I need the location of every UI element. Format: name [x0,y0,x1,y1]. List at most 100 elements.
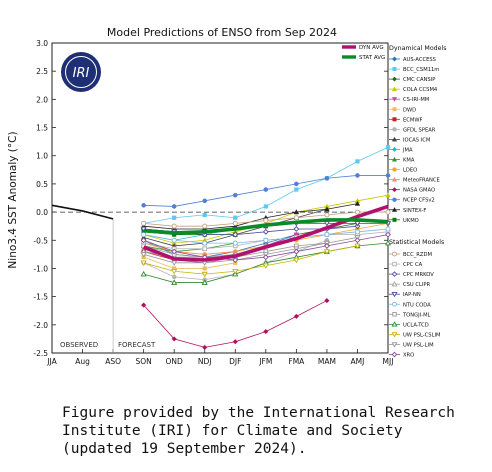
data-point-cpc-ca [202,246,208,252]
legend-header-statistical-models: Statistical Models [389,239,444,246]
data-point-uw-psl-cslim [293,257,300,264]
data-point-bcc-rzdm [263,218,269,224]
legend-header-dynamical-models: Dynamical Models [389,45,447,52]
forecast-label: FORECAST [118,341,156,349]
data-point-xro [385,231,391,238]
data-point-sintex-f [293,209,300,215]
logo-ring-icon [65,56,97,88]
legend-marker-nasa-gmao [391,187,398,193]
data-point-ntu-coda [263,237,269,243]
legend-marker-bcc-rzdm [392,251,397,257]
iri-logo: IRI [61,52,101,92]
series-line-stat-avg [143,218,389,235]
data-point-uw-psl-cslim [354,243,361,250]
data-point-xro [232,257,239,263]
x-tick-label: Aug [75,357,90,366]
legend-label-gfdl-spear: GFDL SPEAR [403,127,436,133]
data-point-ncep-cfsv2 [355,173,360,178]
legend-label-iocas-icm: IOCAS ICM [403,137,430,143]
data-point-cpc-mrkov [232,231,239,238]
x-tick-label: ASO [105,357,121,366]
data-point-ucla-tcd [201,279,208,285]
legend-marker-sintex-f [391,207,398,212]
logo-circle-icon [61,52,101,92]
data-point-cs-iri-mm [293,232,300,238]
legend-label-bcc-rzdm: BCC_RZDM [403,252,432,258]
data-point-sintex-f [354,200,361,206]
data-point-ntu-coda [232,240,238,246]
x-tick-label: MJJ [383,357,394,366]
data-point-uw-psl-lim [171,260,178,267]
data-point-bcc-csm11m [385,145,391,150]
legend-marker-kma [391,156,398,162]
legend-label-uw-psl-lim: UW PSL-LIM [403,342,434,348]
series-bcc-rzdm [141,209,391,229]
data-point-nasa-gmao [171,336,177,342]
plot-frame [51,42,389,354]
data-point-ntu-coda [171,237,177,243]
data-point-uw-psl-lim [140,252,147,258]
data-point-cola-ccsm4 [385,192,391,198]
y-tick-label: -0.5 [33,236,48,245]
legend-label-sintex-f: SINTEX-F [403,208,426,214]
data-point-uw-psl-cslim [232,268,239,275]
data-point-uw-psl-cslim [201,271,208,278]
series-uw-psl-cslim [140,243,361,278]
legend-marker-tongji-ml [392,312,397,317]
legend-label-ecmwf: ECMWF [403,117,423,123]
legend-label-nasa-gmao: NASA GMAO [403,188,435,194]
legend-label-ldeo: LDEO [403,168,417,174]
legend-label-aus-access: AUS-ACCESS [403,57,436,63]
x-tick-label: NDJ [198,357,212,366]
legend-label-meteofrance: MeteoFRANCE [403,178,440,184]
data-point-nasa-gmao [232,339,238,345]
legend-marker-meteofrance [391,176,398,182]
data-point-ncep-cfsv2 [141,203,146,208]
observed-line [51,204,114,220]
series-xro [140,231,391,263]
figure-caption: Figure provided by the International Res… [62,405,455,457]
legend-marker-ldeo [392,167,397,172]
x-tick-label: JFM [258,357,272,366]
data-point-ucla-tcd [384,239,392,246]
legend-label-xro: XRO [403,353,414,359]
data-point-ncep-cfsv2 [385,173,391,178]
legend-label-cmc-cansip: CMC CANSIP [403,77,435,83]
data-point-bcc-csm11m [202,212,207,217]
legend-label-uw-psl-cslim: UW PSL-CSLIM [403,332,440,338]
data-point-xro [140,237,147,244]
y-tick-label: 2.0 [36,95,48,104]
data-point-bcc-csm11m [294,187,299,192]
enso-chart: Model Predictions of ENSO from Sep 2024 … [7,26,447,366]
y-tick-label: -2.5 [33,349,48,358]
data-point-uw-psl-cslim [140,260,147,267]
data-point-xro [354,237,361,244]
legend-label-dyn-avg: DYN AVG [359,45,384,51]
legend-marker-ecmwf [392,117,397,122]
legend-label-stat-avg: STAT AVG [359,55,385,61]
data-point-bcc-rzdm [324,212,330,218]
data-point-ncep-cfsv2 [263,187,269,192]
legend-marker-jma [391,146,398,153]
legend-marker-iap-nn [391,291,398,298]
x-tick-label: FMA [288,357,305,366]
x-tick-label: DJF [229,357,241,366]
legend-label-ucla-tcd: UCLA-TCD [403,322,429,328]
y-tick-label: -1.0 [33,264,48,273]
legend-marker-xro [391,351,398,358]
x-tick-label: AMJ [351,357,365,366]
legend-marker-ncep-cfsv2 [392,197,397,202]
data-point-ntu-coda [141,232,147,238]
data-point-bcc-rzdm [141,220,147,226]
data-point-gfdl-spear [171,274,177,280]
legend-label-iap-nn: IAP-NN [403,292,421,298]
data-point-ncep-cfsv2 [294,181,299,187]
data-point-nasa-gmao [140,302,147,308]
x-tick-label: JJA [46,357,57,366]
legend: DYN AVG STAT AVG Dynamical Models AUS-ACCES… [342,45,447,359]
y-tick-label: 0.5 [36,180,48,189]
data-point-xro [262,254,269,261]
data-point-nasa-gmao [324,297,330,304]
legend-label-csu-clipr: CSU CLIPR [403,282,431,288]
legend-label-cpc-ca: CPC CA [403,262,423,268]
